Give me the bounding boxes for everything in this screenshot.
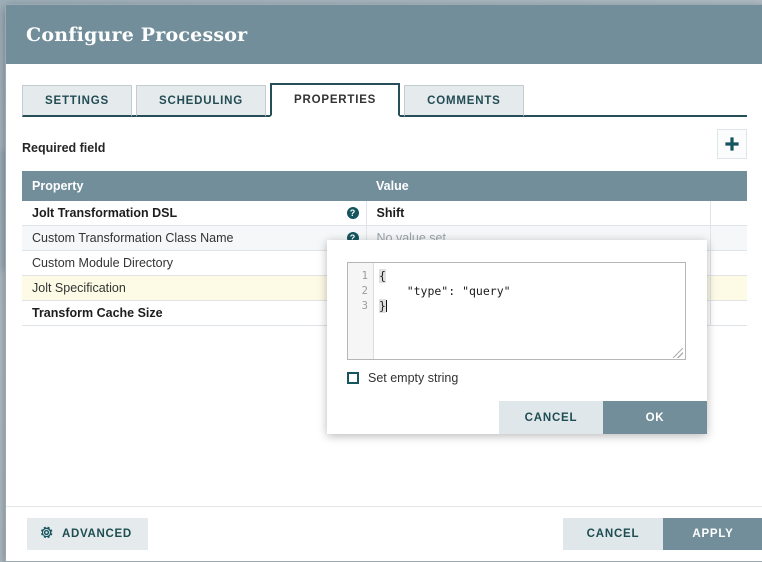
configure-processor-dialog: Configure Processor SETTINGS SCHEDULING …: [5, 4, 762, 562]
row-action-cell: [710, 250, 747, 276]
row-action-cell: [710, 300, 747, 326]
dialog-footer: ADVANCED CANCEL APPLY: [6, 506, 762, 561]
backdrop-band: [0, 150, 8, 270]
text-cursor: [385, 300, 387, 312]
line-number-gutter: 1 2 3: [348, 263, 374, 359]
tab-bar: SETTINGS SCHEDULING PROPERTIES COMMENTS: [22, 83, 747, 117]
code-content[interactable]: { "type": "query"}: [374, 263, 685, 359]
editor-ok-button[interactable]: OK: [603, 401, 707, 434]
column-header-actions: [710, 171, 747, 201]
property-value: Shift: [376, 206, 405, 220]
page-title: Configure Processor: [26, 23, 248, 46]
property-name-cell[interactable]: Jolt Transformation DSL ?: [22, 201, 367, 226]
code-line-2-text: "type": "query": [379, 284, 511, 298]
set-empty-string-row[interactable]: Set empty string: [347, 371, 687, 385]
table-row[interactable]: Jolt Transformation DSL ? Shift: [22, 201, 747, 226]
line-number: 3: [361, 300, 368, 312]
code-line: }: [379, 299, 685, 314]
code-editor[interactable]: 1 2 3 { "type": "query"}: [347, 262, 686, 360]
value-editor-body: 1 2 3 { "type": "query"} Set empty strin…: [327, 240, 707, 385]
code-line: {: [379, 269, 685, 284]
editor-cancel-button[interactable]: CANCEL: [499, 401, 603, 434]
property-label: Custom Module Directory: [32, 256, 174, 270]
table-header-row: Property Value: [22, 171, 747, 201]
property-name-cell[interactable]: Jolt Specification: [22, 275, 367, 301]
property-name-cell[interactable]: Transform Cache Size: [22, 300, 367, 326]
code-line-3-text: }: [379, 299, 386, 313]
row-action-cell: [710, 201, 747, 226]
row-action-cell: [710, 225, 747, 251]
advanced-button[interactable]: ADVANCED: [27, 518, 148, 550]
property-label: Jolt Transformation DSL: [32, 206, 178, 220]
gear-icon: [39, 525, 54, 543]
line-number: 1: [361, 270, 368, 282]
row-action-cell: [710, 275, 747, 301]
set-empty-string-checkbox[interactable]: [347, 372, 359, 384]
column-header-value: Value: [366, 171, 710, 201]
code-line-1-text: {: [379, 269, 386, 283]
advanced-label: ADVANCED: [62, 528, 132, 540]
help-icon[interactable]: ?: [346, 207, 359, 219]
dialog-header: Configure Processor: [6, 5, 762, 64]
plus-icon: [724, 136, 740, 152]
tab-scheduling[interactable]: SCHEDULING: [136, 85, 267, 117]
tab-settings[interactable]: SETTINGS: [22, 85, 132, 117]
footer-action-bar: CANCEL APPLY: [563, 518, 762, 550]
line-number: 2: [361, 285, 368, 297]
property-label: Custom Transformation Class Name: [32, 231, 234, 245]
required-field-label: Required field: [22, 141, 106, 155]
apply-button[interactable]: APPLY: [663, 518, 762, 550]
properties-subbar: Required field: [22, 129, 747, 165]
code-line: "type": "query": [379, 284, 685, 299]
property-value-cell[interactable]: Shift: [366, 201, 711, 226]
cancel-button[interactable]: CANCEL: [563, 518, 663, 550]
tab-comments[interactable]: COMMENTS: [404, 85, 524, 117]
value-editor-popup: 1 2 3 { "type": "query"} Set empty strin…: [327, 240, 707, 434]
property-name-cell[interactable]: Custom Transformation Class Name ?: [22, 225, 367, 251]
editor-action-bar: CANCEL OK: [499, 401, 707, 434]
add-property-button[interactable]: [717, 129, 747, 159]
property-label: Jolt Specification: [32, 281, 126, 295]
property-label: Transform Cache Size: [32, 306, 163, 320]
column-header-property: Property: [22, 171, 366, 201]
resize-grip[interactable]: [673, 348, 683, 358]
tab-properties[interactable]: PROPERTIES: [270, 83, 401, 117]
property-name-cell[interactable]: Custom Module Directory: [22, 250, 367, 276]
set-empty-string-label: Set empty string: [368, 371, 459, 385]
